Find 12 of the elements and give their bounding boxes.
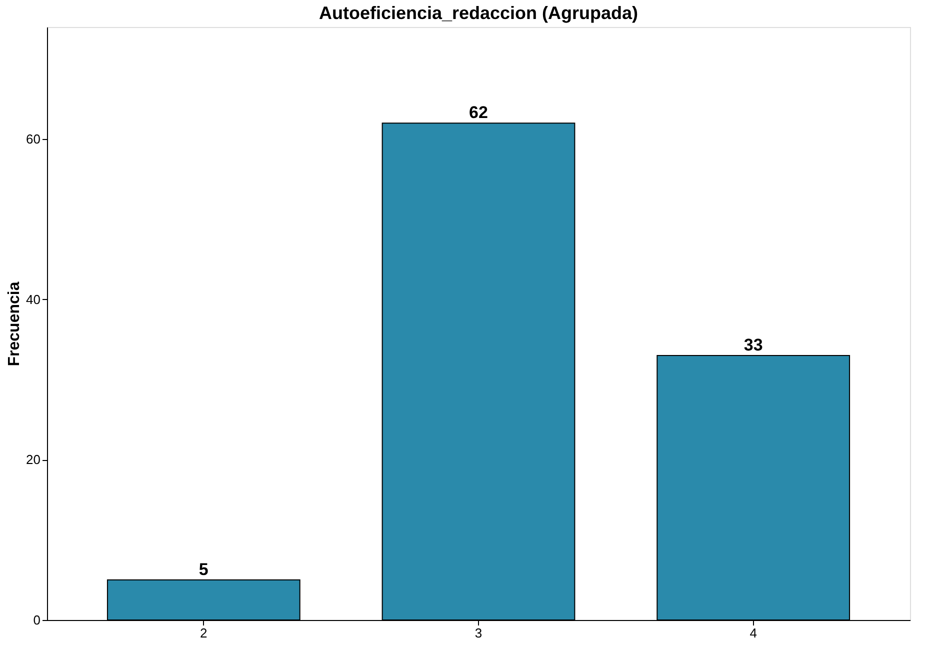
x-tick-label: 3 — [474, 626, 482, 640]
y-tick-label: 20 — [26, 452, 40, 468]
chart-title: Autoeficiencia_redaccion (Agrupada) — [318, 3, 638, 23]
x-tick-label: 4 — [750, 626, 757, 640]
data-label: 62 — [469, 103, 488, 122]
y-tick-label: 0 — [33, 612, 40, 628]
x-tick-label: 2 — [200, 626, 208, 640]
y-tick-label: 40 — [26, 292, 40, 307]
data-label: 5 — [198, 560, 208, 579]
y-tick-label: 60 — [26, 132, 40, 147]
y-axis-title: Frecuencia — [6, 282, 24, 366]
data-label: 33 — [744, 336, 763, 355]
